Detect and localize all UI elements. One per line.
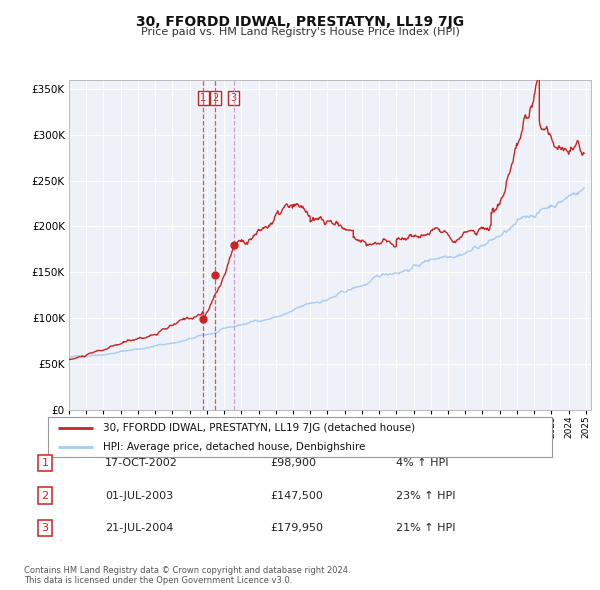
Text: 2: 2 (212, 93, 218, 103)
Text: Contains HM Land Registry data © Crown copyright and database right 2024.: Contains HM Land Registry data © Crown c… (24, 566, 350, 575)
Text: £179,950: £179,950 (270, 523, 323, 533)
Text: 2: 2 (41, 491, 49, 500)
Text: 17-OCT-2002: 17-OCT-2002 (105, 458, 178, 468)
Text: 30, FFORDD IDWAL, PRESTATYN, LL19 7JG (detached house): 30, FFORDD IDWAL, PRESTATYN, LL19 7JG (d… (103, 424, 416, 434)
Text: 1: 1 (200, 93, 206, 103)
Text: HPI: Average price, detached house, Denbighshire: HPI: Average price, detached house, Denb… (103, 442, 366, 452)
Text: £147,500: £147,500 (270, 491, 323, 500)
Text: 3: 3 (41, 523, 49, 533)
Text: 4% ↑ HPI: 4% ↑ HPI (396, 458, 449, 468)
Text: 01-JUL-2003: 01-JUL-2003 (105, 491, 173, 500)
Text: 1: 1 (41, 458, 49, 468)
Text: 23% ↑ HPI: 23% ↑ HPI (396, 491, 455, 500)
Text: 30, FFORDD IDWAL, PRESTATYN, LL19 7JG: 30, FFORDD IDWAL, PRESTATYN, LL19 7JG (136, 15, 464, 29)
Text: £98,900: £98,900 (270, 458, 316, 468)
Text: 3: 3 (230, 93, 236, 103)
Text: Price paid vs. HM Land Registry's House Price Index (HPI): Price paid vs. HM Land Registry's House … (140, 27, 460, 37)
Text: 21% ↑ HPI: 21% ↑ HPI (396, 523, 455, 533)
Text: This data is licensed under the Open Government Licence v3.0.: This data is licensed under the Open Gov… (24, 576, 292, 585)
Text: 21-JUL-2004: 21-JUL-2004 (105, 523, 173, 533)
